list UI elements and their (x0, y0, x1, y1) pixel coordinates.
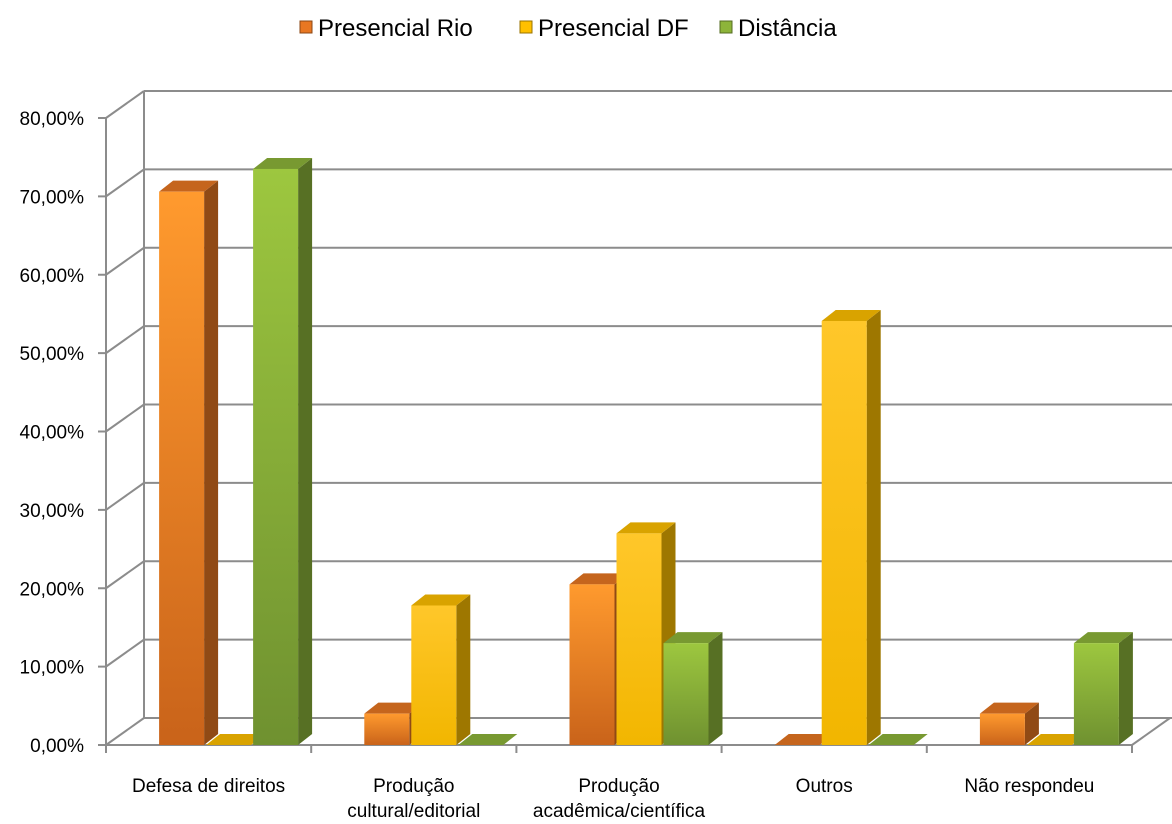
bar (206, 734, 266, 745)
bar (774, 734, 834, 745)
bar-side (456, 594, 471, 745)
bar-top (253, 157, 313, 169)
bar-side (866, 309, 881, 745)
bar-top (868, 734, 928, 745)
gridline-side (105, 403, 145, 433)
bar-front (821, 320, 867, 745)
bar-side (1024, 702, 1039, 745)
bar-top (159, 180, 219, 192)
bar (663, 632, 723, 745)
bar-top (616, 522, 676, 534)
legend-item: Distância (719, 15, 837, 42)
x-category-label: Produção cultural/editorial (347, 776, 480, 822)
y-tick-label: 60,00% (20, 266, 85, 287)
bar (253, 157, 313, 746)
legend-label: Presencial DF (538, 15, 689, 42)
gridline-side (105, 325, 145, 354)
legend-item: Presencial Rio (299, 15, 473, 42)
bar-top (774, 734, 834, 745)
y-tick-label: 30,00% (20, 501, 85, 522)
y-tick-label: 20,00% (20, 579, 85, 600)
bar-top (1073, 632, 1133, 644)
bar (1026, 734, 1086, 745)
legend-swatch (299, 20, 313, 34)
bar (1073, 632, 1133, 745)
y-tick-label: 80,00% (20, 109, 85, 130)
bar-front (364, 713, 410, 745)
bar-front (979, 713, 1025, 745)
gridline-side (105, 246, 145, 276)
bar-top (458, 734, 518, 745)
bar (979, 702, 1039, 745)
legend-swatch (719, 20, 733, 34)
gridline-side (105, 638, 145, 668)
legend: Presencial Rio Presencial DF Distância (299, 15, 837, 42)
bar-top (1026, 734, 1086, 745)
bar (364, 702, 424, 745)
x-category-label: Defesa de direitos (132, 776, 285, 797)
y-tick-label: 10,00% (20, 658, 85, 679)
legend-label: Distância (738, 15, 837, 42)
gridline-side (105, 482, 145, 511)
legend-item: Presencial DF (519, 15, 689, 42)
bar-top (364, 702, 424, 714)
floor-right-edge (1131, 717, 1171, 746)
bars (159, 157, 1133, 746)
legend-swatch (519, 20, 533, 34)
bar-front (411, 605, 457, 745)
bar-side (204, 180, 219, 746)
x-category-label: Produção acadêmica/científica (533, 776, 706, 822)
y-tick-label: 50,00% (20, 344, 85, 365)
y-tick-label: 70,00% (20, 187, 85, 208)
bar-side (1118, 632, 1133, 745)
gridline-side (105, 560, 145, 590)
bar (868, 734, 928, 745)
bar-side (708, 632, 723, 745)
bar-front (1073, 643, 1119, 745)
bar-top (206, 734, 266, 745)
y-axis-tick-labels: 0,00% 10,00% 20,00% 30,00% 40,00% 50,00% 60,00… (20, 109, 85, 757)
bar (159, 180, 219, 746)
gridline-side (105, 717, 145, 746)
bar-top (821, 309, 881, 321)
bar-top (569, 573, 629, 585)
legend-label: Presencial Rio (318, 15, 473, 42)
bar-front (663, 643, 709, 745)
bar-top (663, 632, 723, 644)
x-category-label: Não respondeu (964, 776, 1094, 797)
bar-top (979, 702, 1039, 714)
x-category-label: Outros (796, 776, 853, 797)
y-tick-label: 0,00% (30, 736, 84, 757)
gridline-side (105, 168, 145, 198)
x-axis-category-labels: Defesa de direitos Produção cultural/edito… (132, 776, 1094, 822)
bar-top (411, 594, 471, 606)
bar-front (253, 168, 299, 746)
bar (458, 734, 518, 745)
y-tick-label: 40,00% (20, 423, 85, 444)
gridline-side (105, 90, 145, 119)
bar-front (616, 533, 662, 745)
bar (411, 594, 471, 745)
bar (821, 309, 881, 745)
bar-side (298, 157, 313, 746)
bar-front (159, 191, 205, 746)
bar-front (569, 584, 615, 745)
